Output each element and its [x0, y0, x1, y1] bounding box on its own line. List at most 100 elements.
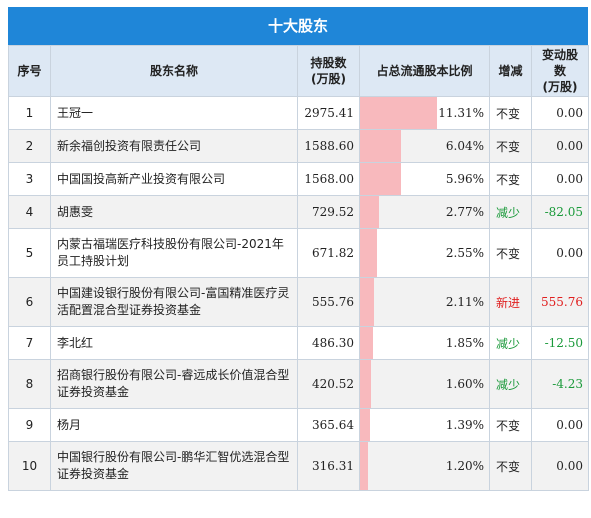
- shares-cell: 2975.41: [297, 96, 360, 130]
- change-type-cell: 减少: [489, 359, 532, 409]
- table-row: 3 中国国投高新产业投资有限公司 1568.00 5.96% 不变 0.00: [8, 162, 589, 196]
- ratio-cell: 1.20%: [359, 441, 490, 491]
- shares-cell: 671.82: [297, 228, 360, 278]
- change-shares-cell: 0.00: [531, 162, 589, 196]
- ratio-value: 2.77%: [445, 205, 484, 219]
- header-name: 股东名称: [50, 45, 298, 97]
- change-type-cell: 不变: [489, 162, 532, 196]
- change-shares-cell: 0.00: [531, 408, 589, 442]
- shareholder-name-cell: 中国国投高新产业投资有限公司: [50, 162, 298, 196]
- ratio-value: 6.04%: [445, 139, 484, 153]
- change-type-cell: 新进: [489, 277, 532, 327]
- shareholder-name-cell: 招商银行股份有限公司-睿远成长价值混合型证券投资基金: [50, 359, 298, 409]
- ratio-value: 11.31%: [438, 106, 484, 120]
- shareholder-name-cell: 李北红: [50, 326, 298, 360]
- shareholders-table: 序号 股东名称 持股数 (万股) 占总流通股本比例 增减 变动股数 (万股) 1 王冠…: [8, 45, 589, 491]
- shareholder-name-cell: 杨月: [50, 408, 298, 442]
- shares-cell: 420.52: [297, 359, 360, 409]
- table-title: 十大股东: [8, 7, 588, 45]
- rank-cell: 6: [8, 277, 51, 327]
- header-row: 序号 股东名称 持股数 (万股) 占总流通股本比例 增减 变动股数 (万股): [8, 45, 589, 97]
- rank-cell: 10: [8, 441, 51, 491]
- table-body: 1 王冠一 2975.41 11.31% 不变 0.00 2 新余福创投资有限责任公司 1588…: [8, 96, 589, 491]
- ratio-value: 1.39%: [445, 418, 484, 432]
- ratio-cell: 11.31%: [359, 96, 490, 130]
- ratio-value: 1.20%: [445, 459, 484, 473]
- change-shares-cell: -12.50: [531, 326, 589, 360]
- rank-cell: 3: [8, 162, 51, 196]
- ratio-value: 2.11%: [445, 295, 484, 309]
- top-shareholders-panel: 十大股东 序号 股东名称 持股数 (万股) 占总流通股本比例 增减 变动股数 (万股…: [8, 7, 589, 491]
- ratio-cell: 5.96%: [359, 162, 490, 196]
- change-type-cell: 不变: [489, 408, 532, 442]
- table-row: 6 中国建设银行股份有限公司-富国精准医疗灵活配置混合型证券投资基金 555.76 2…: [8, 277, 589, 327]
- change-shares-cell: -4.23: [531, 359, 589, 409]
- shareholder-name-cell: 胡惠雯: [50, 195, 298, 229]
- header-rank: 序号: [8, 45, 51, 97]
- ratio-value: 1.85%: [445, 336, 484, 350]
- rank-cell: 2: [8, 129, 51, 163]
- table-row: 4 胡惠雯 729.52 2.77% 减少 -82.05: [8, 195, 589, 229]
- change-type-cell: 不变: [489, 129, 532, 163]
- ratio-value: 1.60%: [445, 377, 484, 391]
- shareholder-name-cell: 王冠一: [50, 96, 298, 130]
- rank-cell: 8: [8, 359, 51, 409]
- change-type-cell: 不变: [489, 96, 532, 130]
- header-change-type: 增减: [489, 45, 532, 97]
- header-ratio: 占总流通股本比例: [359, 45, 490, 97]
- ratio-bar: [360, 278, 375, 326]
- ratio-cell: 2.77%: [359, 195, 490, 229]
- ratio-bar: [360, 97, 438, 129]
- ratio-bar: [360, 196, 379, 228]
- table-row: 10 中国银行股份有限公司-鹏华汇智优选混合型证券投资基金 316.31 1.20% 不…: [8, 441, 589, 491]
- change-type-cell: 减少: [489, 326, 532, 360]
- rank-cell: 7: [8, 326, 51, 360]
- ratio-cell: 1.85%: [359, 326, 490, 360]
- table-row: 1 王冠一 2975.41 11.31% 不变 0.00: [8, 96, 589, 130]
- header-change-shares-line1: 变动股数: [541, 48, 578, 78]
- header-change-shares-line2: (万股): [542, 80, 578, 94]
- change-shares-cell: 0.00: [531, 96, 589, 130]
- rank-cell: 5: [8, 228, 51, 278]
- rank-cell: 1: [8, 96, 51, 130]
- ratio-bar: [360, 442, 369, 490]
- shares-cell: 316.31: [297, 441, 360, 491]
- change-type-cell: 减少: [489, 195, 532, 229]
- header-shares-line1: 持股数: [310, 56, 347, 70]
- shares-cell: 555.76: [297, 277, 360, 327]
- rank-cell: 9: [8, 408, 51, 442]
- ratio-cell: 1.39%: [359, 408, 490, 442]
- table-row: 7 李北红 486.30 1.85% 减少 -12.50: [8, 326, 589, 360]
- ratio-bar: [360, 229, 378, 277]
- change-shares-cell: 0.00: [531, 129, 589, 163]
- ratio-cell: 2.11%: [359, 277, 490, 327]
- change-shares-cell: 555.76: [531, 277, 589, 327]
- ratio-cell: 1.60%: [359, 359, 490, 409]
- shares-cell: 365.64: [297, 408, 360, 442]
- ratio-cell: 6.04%: [359, 129, 490, 163]
- shares-cell: 1588.60: [297, 129, 360, 163]
- ratio-bar: [360, 409, 370, 441]
- ratio-cell: 2.55%: [359, 228, 490, 278]
- ratio-value: 2.55%: [445, 246, 484, 260]
- header-shares: 持股数 (万股): [297, 45, 360, 97]
- shares-cell: 729.52: [297, 195, 360, 229]
- ratio-bar: [360, 130, 402, 162]
- change-type-cell: 不变: [489, 228, 532, 278]
- header-shares-line2: (万股): [311, 72, 346, 86]
- ratio-value: 5.96%: [445, 172, 484, 186]
- rank-cell: 4: [8, 195, 51, 229]
- shares-cell: 1568.00: [297, 162, 360, 196]
- header-change-shares: 变动股数 (万股): [531, 45, 589, 97]
- shareholder-name-cell: 中国银行股份有限公司-鹏华汇智优选混合型证券投资基金: [50, 441, 298, 491]
- shareholder-name-cell: 中国建设银行股份有限公司-富国精准医疗灵活配置混合型证券投资基金: [50, 277, 298, 327]
- change-shares-cell: 0.00: [531, 441, 589, 491]
- table-row: 8 招商银行股份有限公司-睿远成长价值混合型证券投资基金 420.52 1.60% 减少…: [8, 359, 589, 409]
- ratio-bar: [360, 163, 401, 195]
- change-shares-cell: -82.05: [531, 195, 589, 229]
- table-row: 2 新余福创投资有限责任公司 1588.60 6.04% 不变 0.00: [8, 129, 589, 163]
- shareholder-name-cell: 内蒙古福瑞医疗科技股份有限公司-2021年员工持股计划: [50, 228, 298, 278]
- shareholder-name-cell: 新余福创投资有限责任公司: [50, 129, 298, 163]
- change-shares-cell: 0.00: [531, 228, 589, 278]
- shares-cell: 486.30: [297, 326, 360, 360]
